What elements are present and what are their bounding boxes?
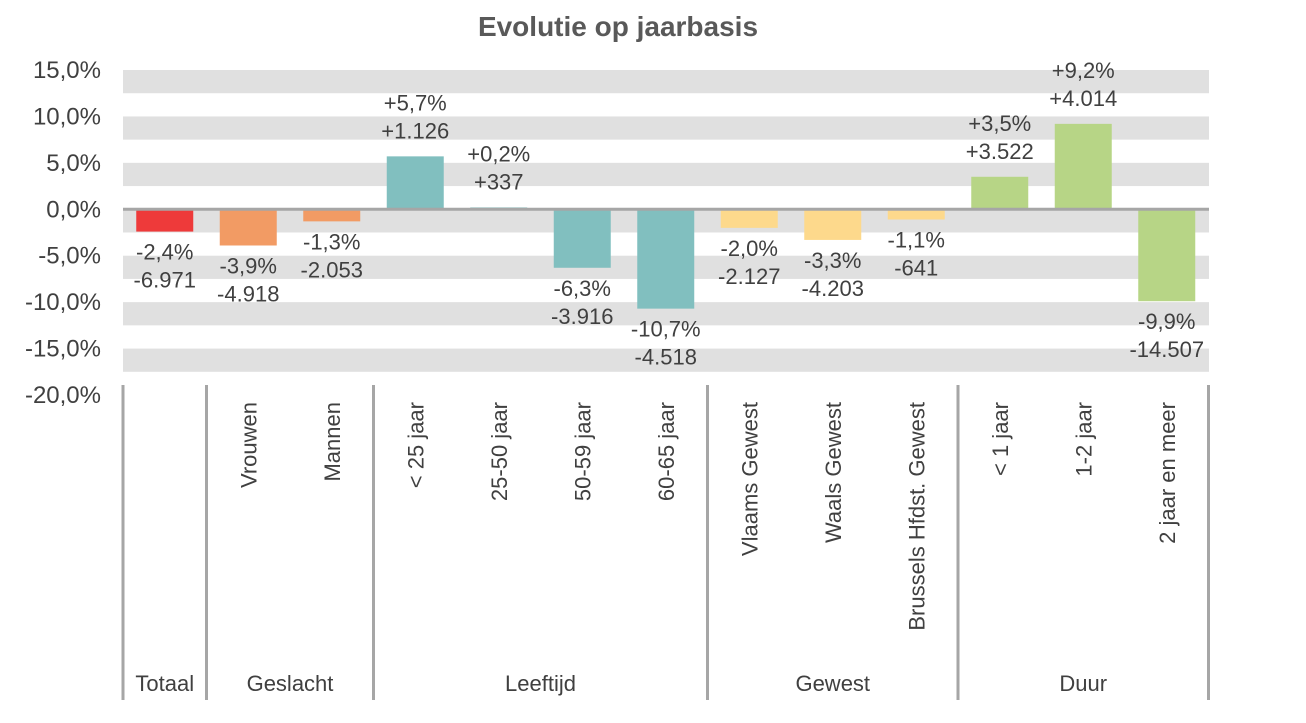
x-tick-label: Vrouwen — [236, 402, 261, 488]
y-tick-label: 0,0% — [46, 196, 101, 223]
data-label-pct: -2,4% — [136, 240, 193, 265]
bars — [136, 123, 1196, 309]
x-tick-label: 50-59 jaar — [570, 402, 595, 501]
data-label-pct: +9,2% — [1052, 58, 1115, 83]
y-tick-label: 10,0% — [33, 103, 101, 130]
data-label-pct: -3,9% — [220, 254, 277, 279]
y-axis: 15,0% 10,0% 5,0% 0,0% -5,0% -10,0% -15,0% -20,0… — [25, 57, 101, 409]
data-label-abs: +4.014 — [1049, 86, 1117, 111]
grid-band — [123, 302, 1209, 326]
data-labels: -2,4% -6.971 -3,9% -4.918 -1,3% -2.053 +5,7% +1… — [134, 58, 1205, 370]
bar — [887, 209, 945, 220]
x-tick-label: 60-65 jaar — [654, 402, 679, 501]
data-label-pct: +0,2% — [467, 141, 530, 166]
y-tick-label: -15,0% — [25, 336, 101, 363]
grid-band — [123, 70, 1209, 94]
grid-band — [123, 162, 1209, 187]
x-tick-label: Mannen — [320, 402, 345, 482]
y-tick-label: 5,0% — [46, 150, 101, 177]
x-tick-label: < 25 jaar — [403, 402, 428, 488]
data-label-abs: -3.916 — [551, 304, 613, 329]
group-label: Totaal — [135, 671, 194, 696]
bar — [386, 156, 444, 210]
data-label-abs: -2.127 — [718, 264, 780, 289]
bar — [136, 209, 194, 232]
bar — [637, 209, 695, 309]
y-tick-label: -5,0% — [38, 243, 101, 270]
x-tick-label: Waals Gewest — [821, 402, 846, 543]
data-label-pct: -2,0% — [721, 236, 778, 261]
y-tick-label: 15,0% — [33, 57, 101, 84]
bar — [804, 209, 862, 240]
data-label-abs: -4.203 — [802, 276, 864, 301]
bar — [303, 209, 361, 222]
data-label-abs: -2.053 — [301, 257, 363, 282]
data-label-pct: -9,9% — [1138, 309, 1195, 334]
bar — [971, 176, 1029, 210]
data-label-abs: -6.971 — [134, 268, 196, 293]
group-label: Geslacht — [247, 671, 334, 696]
data-label-abs: +1.126 — [381, 118, 449, 143]
data-label-pct: -6,3% — [554, 276, 611, 301]
y-tick-label: -10,0% — [25, 289, 101, 316]
data-label-abs: -4.518 — [635, 345, 697, 370]
data-label-pct: -3,3% — [804, 248, 861, 273]
data-label-pct: -1,3% — [303, 229, 360, 254]
data-label-abs: +337 — [474, 169, 524, 194]
data-label-abs: +3.522 — [966, 139, 1034, 164]
group-label: Duur — [1059, 671, 1107, 696]
x-tick-label: 2 jaar en meer — [1155, 402, 1180, 544]
data-label-pct: +3,5% — [968, 111, 1031, 136]
y-tick-label: -20,0% — [25, 382, 101, 409]
data-label-abs: -4.918 — [217, 282, 279, 307]
x-tick-label: Brussels Hfdst. Gewest — [904, 402, 929, 631]
bar — [1054, 123, 1112, 210]
x-tick-label: 25-50 jaar — [487, 402, 512, 501]
bar — [720, 209, 778, 228]
x-tick-label: 1-2 jaar — [1071, 402, 1096, 477]
bar — [553, 209, 611, 268]
bar — [1138, 209, 1196, 302]
bar — [219, 209, 277, 246]
grid-band — [123, 348, 1209, 372]
data-label-pct: +5,7% — [384, 90, 447, 115]
data-label-pct: -1,1% — [888, 228, 945, 253]
group-label: Gewest — [795, 671, 870, 696]
data-label-abs: -14.507 — [1129, 337, 1204, 362]
category-axis: Vrouwen Mannen < 25 jaar 25-50 jaar 50-59 ja… — [121, 385, 1210, 700]
chart-title: Evolutie op jaarbasis — [478, 11, 758, 42]
data-label-pct: -10,7% — [631, 317, 701, 342]
group-label: Leeftijd — [505, 671, 576, 696]
data-label-abs: -641 — [894, 256, 938, 281]
x-tick-label: < 1 jaar — [988, 402, 1013, 476]
x-tick-label: Vlaams Gewest — [737, 402, 762, 556]
grid-band — [123, 116, 1209, 140]
